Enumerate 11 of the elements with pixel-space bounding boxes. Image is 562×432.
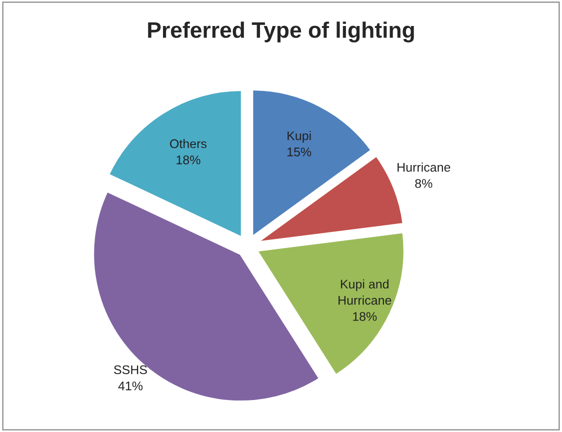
slice-label: Others [170, 138, 207, 148]
data-label: 41% [118, 382, 143, 390]
data-label: 8% [415, 179, 432, 188]
slice-label: Kupi [288, 131, 311, 143]
slice-label: Hurricane [398, 162, 450, 172]
slice-label: Kupi and Hurricane [338, 279, 392, 305]
slice-label: SSHS [114, 365, 147, 374]
data-label: 18% [176, 155, 200, 164]
data-label: 18% [353, 312, 377, 321]
chart-title: Preferred Type of lighting [148, 22, 414, 42]
data-label: 15% [288, 148, 312, 156]
